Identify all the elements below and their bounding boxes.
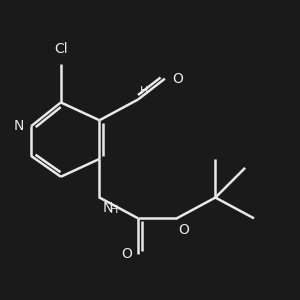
Text: H: H	[110, 205, 118, 215]
Text: O: O	[178, 223, 189, 237]
Text: H: H	[140, 86, 148, 96]
Text: O: O	[121, 247, 132, 261]
Text: O: O	[172, 72, 183, 86]
Text: N: N	[102, 200, 113, 214]
Text: Cl: Cl	[54, 42, 68, 56]
Text: N: N	[13, 119, 24, 133]
